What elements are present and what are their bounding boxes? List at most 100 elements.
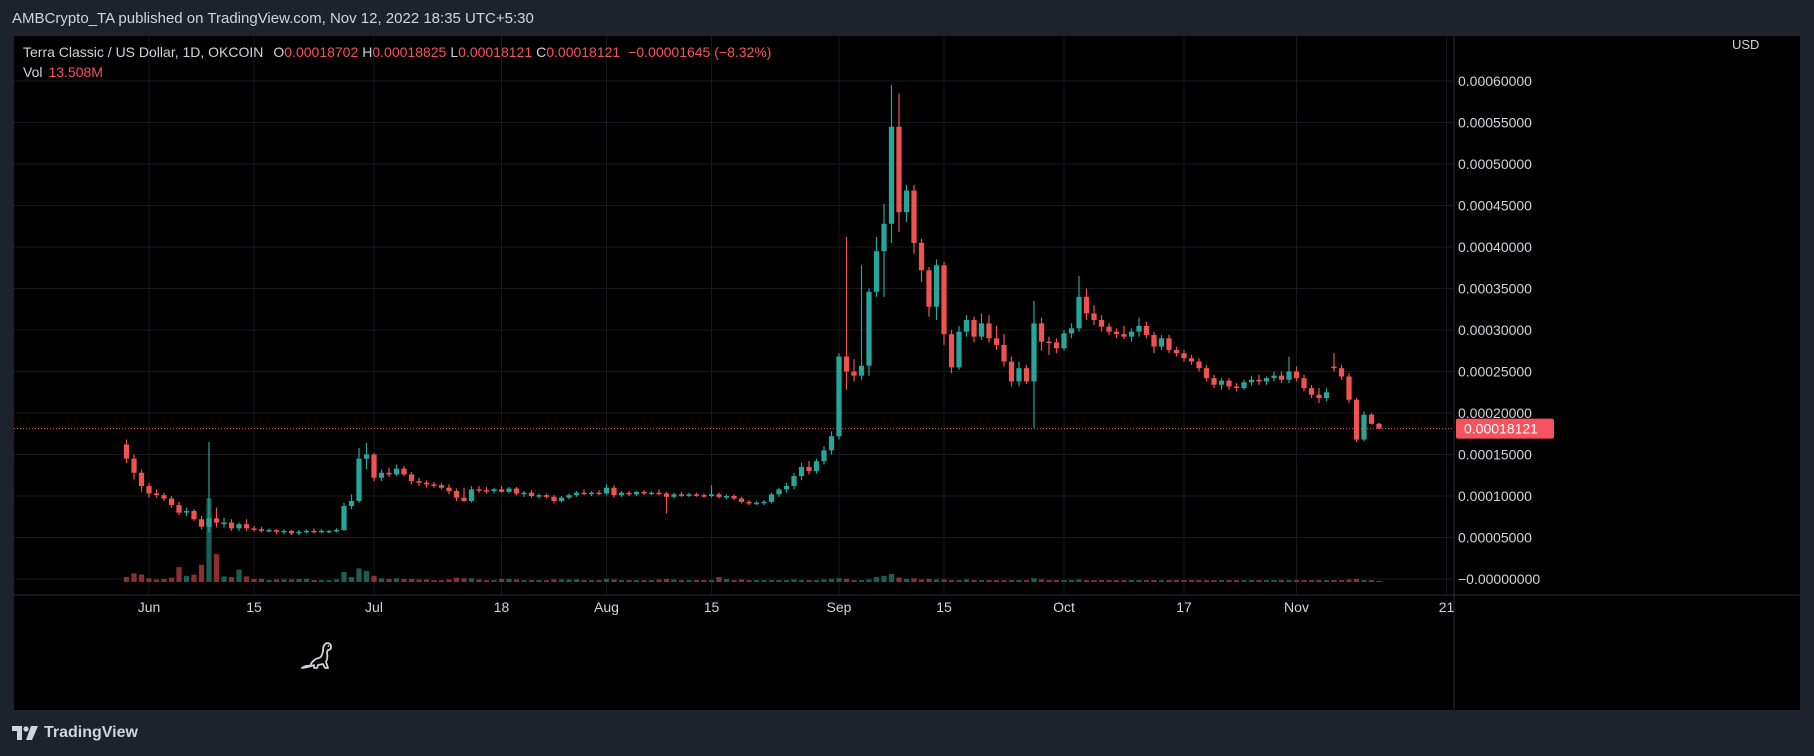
volume-bar <box>468 578 475 582</box>
volume-bar <box>1076 579 1082 582</box>
volume-bar <box>768 580 775 582</box>
volume-bar <box>708 580 715 582</box>
candle-body <box>341 505 347 531</box>
volume-bar <box>1196 580 1202 582</box>
volume-bar <box>206 498 212 582</box>
volume-bar <box>821 579 827 582</box>
volume-value: 13.508M <box>48 64 103 80</box>
candle-body <box>581 492 587 495</box>
volume-bar <box>183 575 190 582</box>
open-key: O <box>273 44 285 60</box>
candle-body <box>596 492 602 495</box>
volume-bar <box>356 568 362 582</box>
volume-bar <box>1091 580 1097 582</box>
volume-bar <box>948 580 955 582</box>
candle-body <box>948 334 955 368</box>
candle-body <box>1098 320 1105 327</box>
volume-bar <box>1158 580 1165 582</box>
volume-bar <box>228 577 235 582</box>
volume-bar <box>1241 580 1247 582</box>
time-tick-label: Nov <box>1284 599 1309 615</box>
candle-body <box>1226 380 1232 387</box>
candle-body <box>956 331 962 368</box>
candle-body <box>206 518 212 527</box>
volume-bar <box>311 580 317 582</box>
candlestick-chart[interactable]: 0.00018121 USD 0.00060000 0.00055000 0.000… <box>14 36 1800 710</box>
candle-body <box>161 495 167 499</box>
time-axis[interactable]: Jun 15 Jul 18 Aug 15 Sep 15 Oct 17 Nov 21 <box>14 594 1800 615</box>
symbol-title[interactable]: Terra Classic / US Dollar, 1D, OKCOIN <box>23 44 264 60</box>
candle-body <box>1113 331 1120 335</box>
volume-bar <box>558 579 565 582</box>
candle-body <box>896 126 902 213</box>
candle-body <box>701 495 707 497</box>
candle-body <box>1181 353 1187 359</box>
volume-bar <box>123 577 130 582</box>
volume-bar <box>1338 580 1345 582</box>
volume-bar <box>153 579 160 582</box>
candle-body <box>221 522 227 525</box>
volume-bar <box>956 580 962 582</box>
candle-body <box>1256 379 1262 382</box>
volume-bar <box>251 578 257 582</box>
candle-body <box>356 458 362 501</box>
candle-body <box>423 482 430 485</box>
candle-body <box>836 356 842 437</box>
candle-body <box>881 223 887 252</box>
candle-body <box>993 338 1000 345</box>
candle-body <box>753 502 760 505</box>
tradingview-brand[interactable]: TradingView <box>12 724 138 742</box>
price-tick-label: 0.00025000 <box>1458 364 1532 380</box>
candle-body <box>236 524 242 529</box>
candle-body <box>783 486 790 490</box>
volume-bar <box>168 577 175 582</box>
candle-body <box>806 466 812 472</box>
candle-body <box>821 450 827 462</box>
candle-body <box>1293 371 1300 379</box>
candle-body <box>513 488 520 494</box>
volume-bar <box>1346 579 1352 582</box>
volume-label[interactable]: Vol <box>23 64 43 80</box>
volume-bar <box>663 578 670 582</box>
price-tick-label: 0.00020000 <box>1458 405 1532 421</box>
candle-body <box>1196 361 1202 369</box>
volume-bar <box>1353 578 1360 582</box>
volume-bar <box>521 580 527 582</box>
volume-bar <box>1181 580 1187 582</box>
volume-bar <box>1233 580 1240 582</box>
candle-body <box>251 528 257 530</box>
volume-bar <box>963 579 970 582</box>
candle-body <box>318 530 325 533</box>
volume-bar <box>1286 580 1292 582</box>
candle-body <box>1248 379 1255 383</box>
candle-body <box>1121 334 1127 337</box>
volume-bar <box>1046 580 1052 582</box>
candle-body <box>401 468 407 475</box>
volume-bar <box>326 580 332 582</box>
time-tick-label: Oct <box>1053 599 1075 615</box>
candle-body <box>461 497 467 501</box>
candle-body <box>1376 423 1382 429</box>
candle-body <box>1346 376 1352 400</box>
volume-bar <box>656 579 662 582</box>
candle-body <box>408 474 415 482</box>
volume-bar <box>288 579 295 582</box>
volume-bar <box>1218 580 1225 582</box>
volume-bar <box>213 554 220 582</box>
candle-body <box>1106 326 1112 332</box>
time-tick-label: 17 <box>1176 599 1192 615</box>
candle-body <box>1323 392 1330 399</box>
price-axis[interactable]: USD 0.00060000 0.00055000 0.00050000 0.0004… <box>1453 36 1759 710</box>
candle-body <box>378 472 385 478</box>
volume-bar <box>828 578 835 582</box>
candle-body <box>1233 386 1240 389</box>
volume-bar <box>798 580 805 582</box>
published-by-text: AMBCrypto_TA published on TradingView.co… <box>12 9 534 27</box>
candle-body <box>528 492 535 496</box>
candle-body <box>1173 349 1180 354</box>
volume-bar <box>138 574 145 582</box>
candle-body <box>446 487 452 492</box>
candle-body <box>393 468 400 475</box>
candle-body <box>176 505 182 513</box>
